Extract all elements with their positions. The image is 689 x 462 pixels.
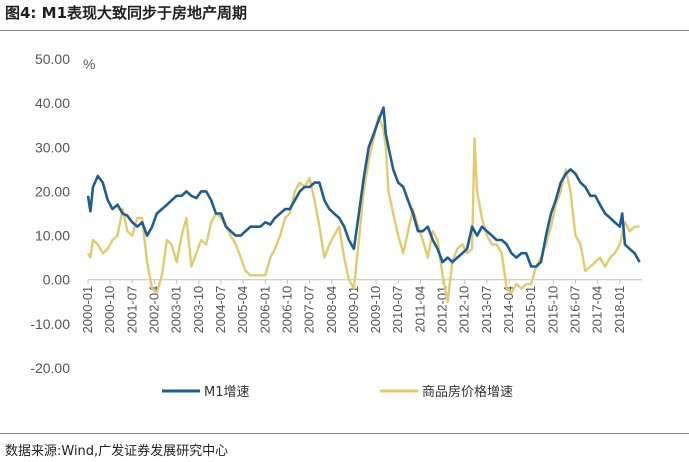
x-tick-label: 2002-04 [146, 286, 161, 334]
y-tick-label: -10.00 [30, 316, 70, 332]
chart-title: 图4: M1表现大致同步于房地产周期 [5, 4, 248, 22]
x-tick-label: 2014-04 [501, 286, 516, 334]
y-axis: 50.00 40.00 30.00 20.00 10.00 0.00 -10.00 -20.0… [30, 51, 70, 376]
x-tick-label: 2006-10 [279, 286, 294, 334]
y-unit-label: % [83, 56, 95, 72]
x-tick-label: 2010-07 [390, 286, 405, 334]
x-tick-label: 2005-04 [235, 286, 250, 334]
series-line-house [86, 115, 640, 303]
y-tick-label: 50.00 [35, 51, 70, 67]
y-tick-label: 20.00 [35, 183, 70, 199]
x-tick-label: 2016-07 [568, 286, 583, 334]
bottom-divider [0, 433, 689, 434]
x-tick-label: 2012-10 [457, 286, 472, 334]
legend-label-m1: M1增速 [204, 385, 250, 400]
legend: M1增速 商品房价格增速 [162, 384, 513, 400]
x-tick-label: 2008-04 [324, 286, 339, 334]
series-line-m1 [86, 106, 641, 268]
x-tick-label: 2004-07 [213, 286, 228, 334]
x-tick-label: 2015-01 [523, 286, 538, 334]
x-tick-label: 2012-01 [435, 286, 450, 334]
x-tick-label: 2003-10 [191, 286, 206, 334]
x-tick-label: 2013-07 [479, 286, 494, 334]
x-axis: 2000-01 2000-10 2001-07 2002-04 2003-01 2003-… [80, 279, 627, 334]
y-tick-label: -20.00 [30, 360, 70, 376]
x-tick-label: 2011-04 [412, 286, 427, 333]
y-tick-label: 30.00 [35, 139, 70, 155]
x-tick-label: 2018-01 [612, 286, 627, 334]
y-tick-label: 10.00 [35, 228, 70, 244]
source-note: 数据来源:Wind,广发证券发展研究中心 [5, 444, 229, 459]
x-tick-label: 2017-04 [590, 286, 605, 334]
x-tick-label: 2007-07 [302, 286, 317, 334]
top-divider [0, 30, 689, 31]
x-tick-label: 2003-01 [169, 286, 184, 334]
plot-area [86, 106, 641, 303]
x-tick-label: 2006-01 [257, 286, 272, 334]
x-tick-label: 2000-01 [80, 286, 95, 334]
x-tick-label: 2015-10 [545, 286, 560, 334]
legend-label-house: 商品房价格增速 [422, 384, 513, 400]
x-tick-label: 2000-10 [102, 286, 117, 334]
x-tick-label: 2009-01 [346, 286, 361, 334]
x-tick-label: 2009-10 [368, 286, 383, 334]
y-tick-label: 40.00 [35, 95, 70, 111]
x-tick-label: 2001-07 [124, 286, 139, 334]
y-tick-label: 0.00 [43, 272, 70, 288]
